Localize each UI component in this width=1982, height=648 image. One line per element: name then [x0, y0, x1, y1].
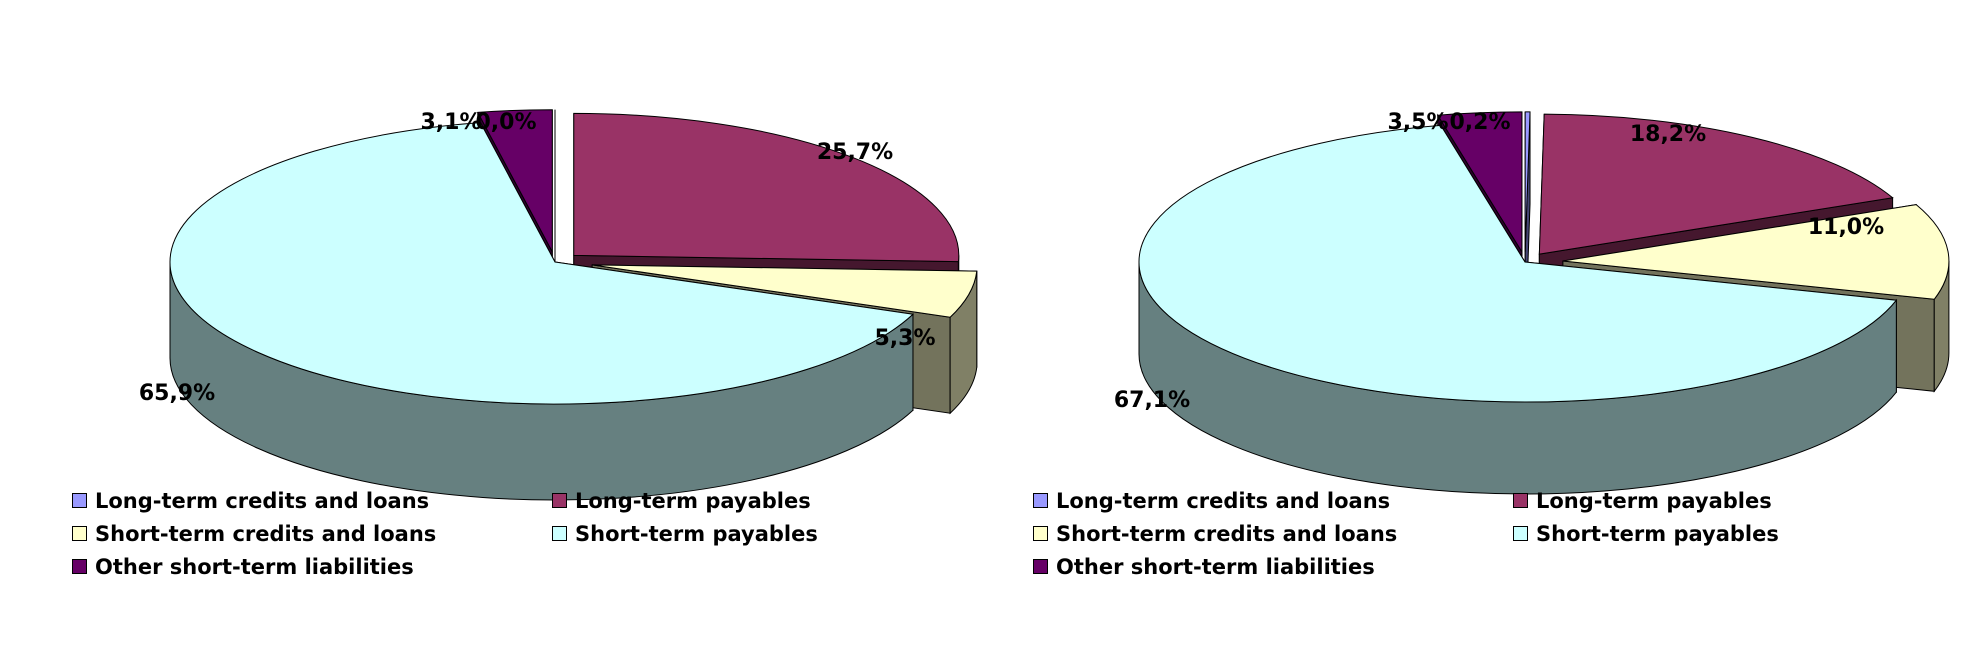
pie-slice-top — [1562, 204, 1950, 300]
legend-label: Short-term credits and loans — [95, 521, 437, 546]
legend-swatch — [552, 526, 567, 541]
legend-item-short-term-credits: Short-term credits and loans — [72, 520, 552, 547]
legend-item-short-term-payables: Short-term payables — [1513, 520, 1913, 547]
pie-label-long-term-payables: 18,2% — [1630, 122, 1706, 147]
legend-swatch — [552, 493, 567, 508]
pie-chart-1: 0,0% 25,7% 5,3% 65,9% 3,1% — [139, 109, 978, 501]
legend-label: Long-term credits and loans — [95, 488, 430, 513]
legend-label: Long-term credits and loans — [1056, 488, 1391, 513]
pie-chart-2: 0,2% 18,2% 11,0% 67,1% 3,5% — [1114, 110, 1950, 495]
pie-label-short-term-payables: 67,1% — [1114, 388, 1190, 413]
legend-swatch — [72, 559, 87, 574]
legend-swatch — [1033, 559, 1048, 574]
legend-swatch — [72, 526, 87, 541]
legend-item-long-term-credits: Long-term credits and loans — [72, 487, 552, 514]
legend-item-other-short-term: Other short-term liabilities — [1033, 553, 1513, 580]
legend-label: Long-term payables — [1536, 488, 1772, 513]
pie-label-other-short-term: 3,5% — [1387, 110, 1448, 135]
legend-label: Other short-term liabilities — [1056, 554, 1375, 579]
pie-label-short-term-credits: 5,3% — [874, 326, 935, 351]
legend-swatch — [1033, 526, 1048, 541]
legend-swatch — [72, 493, 87, 508]
legend-swatch — [1513, 526, 1528, 541]
legend-item-long-term-payables: Long-term payables — [552, 487, 952, 514]
pie-label-long-term-credits: 0,2% — [1449, 110, 1510, 135]
pie-slice-top — [592, 264, 978, 318]
pie-label-long-term-payables: 25,7% — [817, 140, 893, 165]
pie-slice-top — [476, 109, 553, 252]
pie-slice-short-term-payables — [169, 122, 915, 501]
legend-label: Short-term payables — [1536, 521, 1779, 546]
pie-slice-short-term-payables — [1138, 123, 1898, 495]
legend-item-other-short-term: Other short-term liabilities — [72, 553, 552, 580]
legend-item-short-term-payables: Short-term payables — [552, 520, 952, 547]
legend-chart-1: Long-term credits and loans Long-term pa… — [72, 487, 952, 580]
pie-slice-top — [1538, 113, 1894, 255]
pie-label-long-term-credits: 0,0% — [475, 110, 536, 135]
legend-chart-2: Long-term credits and loans Long-term pa… — [1033, 487, 1913, 580]
legend-item-long-term-credits: Long-term credits and loans — [1033, 487, 1513, 514]
pie-label-other-short-term: 3,1% — [420, 110, 481, 135]
legend-swatch — [1513, 493, 1528, 508]
legend-label: Short-term payables — [575, 521, 818, 546]
pie-slice-top — [573, 112, 960, 263]
legend-label: Short-term credits and loans — [1056, 521, 1398, 546]
pie-slice-top — [1138, 124, 1898, 403]
legend-label: Other short-term liabilities — [95, 554, 414, 579]
legend-swatch — [1033, 493, 1048, 508]
pie-label-short-term-credits: 11,0% — [1808, 215, 1884, 240]
legend-label: Long-term payables — [575, 488, 811, 513]
legend-item-long-term-payables: Long-term payables — [1513, 487, 1913, 514]
pie-slice-top — [1524, 111, 1531, 252]
pie-label-short-term-payables: 65,9% — [139, 381, 215, 406]
pie-slice-top — [1436, 111, 1523, 254]
pie-slice-top — [169, 122, 915, 405]
legend-item-short-term-credits: Short-term credits and loans — [1033, 520, 1513, 547]
